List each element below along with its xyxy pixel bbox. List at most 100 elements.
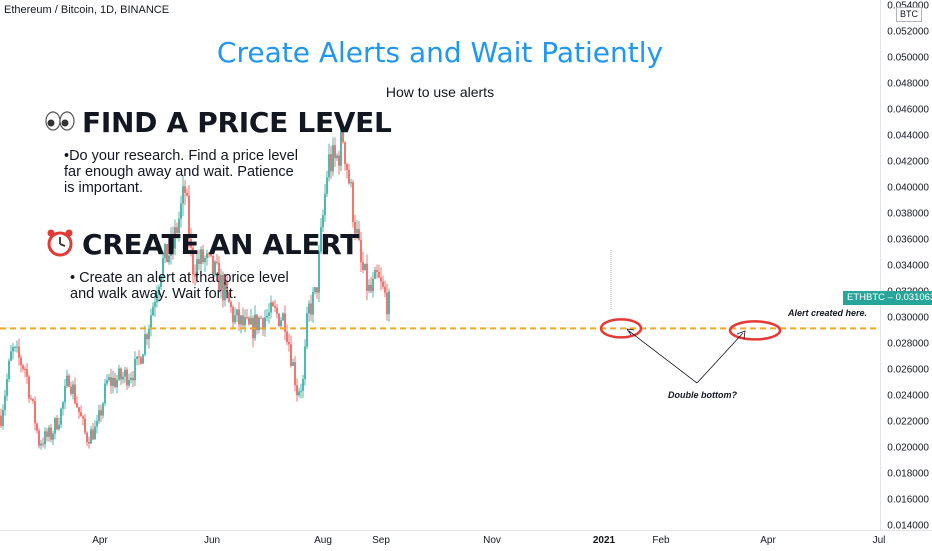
candle-body [44, 431, 46, 445]
idea-subtitle: How to use alerts [385, 84, 495, 100]
price-tag-symbol: ETHBTC [847, 292, 885, 303]
candle-body [192, 247, 194, 275]
candle-body [38, 430, 40, 446]
candle-body [104, 383, 106, 404]
candle-body [312, 291, 314, 315]
candle-body [238, 309, 240, 325]
candle-body [302, 378, 304, 391]
candle-body [92, 429, 94, 440]
time-axis-label: Feb [652, 535, 670, 546]
candle-body [322, 215, 324, 228]
candle-body [118, 368, 120, 380]
price-tag-separator: – [887, 292, 896, 303]
candle-body [78, 407, 80, 413]
candle-body [178, 218, 180, 233]
candle-body [284, 313, 286, 332]
candle-body [58, 424, 60, 430]
idea-title: Create Alerts and Wait Patiently [216, 36, 664, 69]
candle-body [320, 227, 322, 252]
candle-body [360, 239, 362, 263]
candle-body [292, 362, 294, 366]
price-axis-label: 0.038000 [887, 208, 929, 220]
candle-body [164, 243, 166, 259]
candle-body [282, 313, 284, 321]
candle-body [304, 346, 306, 379]
candle-body [364, 263, 366, 270]
candle-body [206, 253, 208, 259]
price-axis-label: 0.054000 [887, 0, 929, 12]
section2-heading: CREATE AN ALERT [44, 228, 359, 261]
candle-body [378, 271, 380, 278]
candle-body [32, 398, 34, 402]
candle-body [386, 292, 388, 315]
candle-body [72, 384, 74, 394]
candle-body [128, 379, 130, 386]
candle-body [382, 281, 384, 287]
candle-body [138, 356, 140, 358]
price-axis-label: 0.014000 [887, 520, 929, 532]
candle-body [90, 429, 92, 444]
candle-body [102, 403, 104, 416]
candle-body [334, 145, 336, 159]
price-axis-label: 0.018000 [887, 468, 929, 480]
candle-body [144, 334, 146, 355]
candle-body [84, 418, 86, 433]
candles-group [0, 119, 390, 450]
candle-body [94, 426, 96, 440]
candle-body [352, 182, 354, 223]
candle-body [372, 278, 374, 292]
candle-body [40, 443, 42, 446]
candle-body [300, 390, 302, 392]
symbol-info[interactable]: Ethereum / Bitcoin, 1D, BINANCE [4, 4, 170, 16]
candle-body [68, 375, 70, 387]
price-axis-label: 0.026000 [887, 364, 929, 376]
candle-body [26, 369, 28, 377]
candle-body [306, 313, 308, 347]
candle-body [86, 432, 88, 443]
double-bottom-arrows [626, 328, 746, 384]
candle-body [388, 291, 390, 315]
candle-body [20, 357, 22, 366]
candle-body [16, 346, 18, 348]
candle-body [30, 398, 32, 400]
candle-body [286, 331, 288, 342]
candle-body [112, 377, 114, 386]
candle-body [198, 259, 200, 264]
price-axis-label: 0.034000 [887, 260, 929, 272]
candle-body [332, 145, 334, 172]
price-axis-label: 0.028000 [887, 338, 929, 350]
candle-body [208, 253, 210, 255]
candle-body [274, 306, 276, 308]
candle-body [166, 243, 168, 263]
candle-body [316, 287, 318, 293]
candle-body [262, 318, 264, 330]
candle-body [158, 286, 160, 296]
alert-created-label: Alert created here. [788, 308, 868, 318]
candle-body [116, 379, 118, 388]
candle-body [168, 255, 170, 263]
currency-badge[interactable]: BTC [896, 7, 922, 22]
time-axis-label: Sep [372, 535, 390, 546]
candle-body [346, 164, 348, 170]
candle-body [4, 395, 6, 410]
candle-body [126, 369, 128, 386]
candle-body [2, 409, 4, 426]
candle-body [114, 377, 116, 388]
candle-body [228, 291, 230, 303]
double-bottom-circle-1 [599, 318, 643, 339]
candle-body [380, 277, 382, 282]
candle-body [246, 317, 248, 319]
price-axis-label: 0.016000 [887, 494, 929, 506]
section2-heading-text: CREATE AN ALERT [82, 228, 360, 261]
candle-body [370, 284, 372, 292]
candle-body [132, 377, 134, 381]
candle-body [96, 421, 98, 427]
price-axis[interactable]: 0.054000 0.052000 0.050000 0.048000 0.046000… [880, 0, 932, 532]
candle-body [280, 320, 282, 327]
price-axis-label: 0.024000 [887, 390, 929, 402]
candle-body [190, 238, 192, 248]
candle-body [272, 302, 274, 307]
time-axis[interactable]: Apr Jun Aug Sep Nov 2021 Feb Apr Jul [0, 530, 932, 551]
